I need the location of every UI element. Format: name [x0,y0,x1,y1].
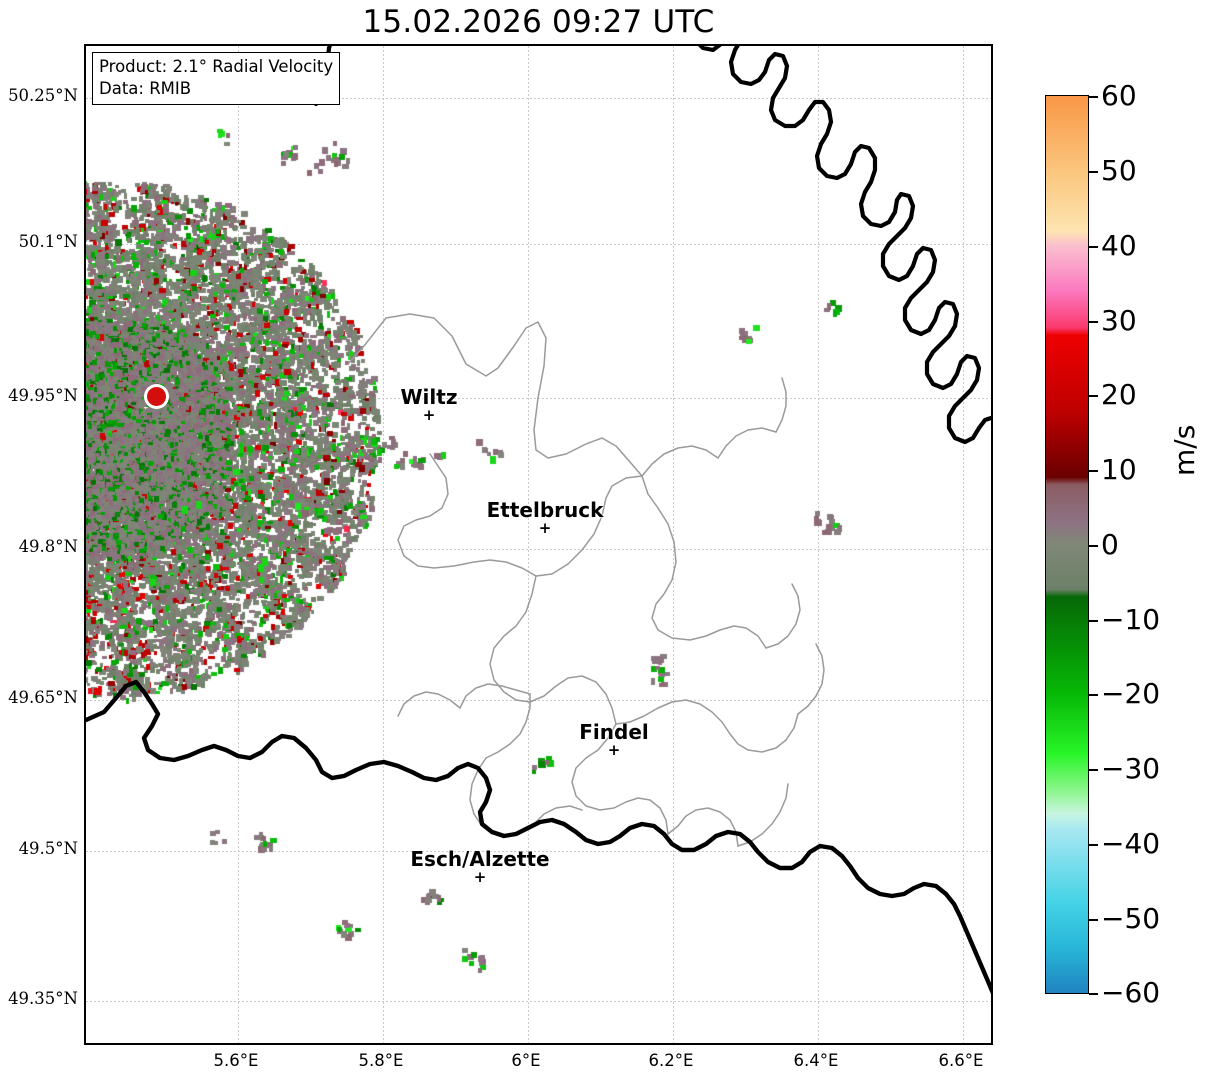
city-name: Esch/Alzette [410,847,550,871]
radar-map-plot: Wiltz + Ettelbruck + Findel + Esch/Alzet… [84,44,993,1045]
colorbar-tick [1089,993,1098,995]
city-name: Wiltz [400,385,458,409]
colorbar-tick-label: 60 [1101,79,1137,112]
data-source-line: Data: RMIB [99,79,192,98]
y-tick-label: 50.25°N [8,86,78,105]
colorbar-tick [1089,395,1098,397]
colorbar-tick [1089,246,1098,248]
product-info-box: Product: 2.1° Radial Velocity Data: RMIB [92,52,341,105]
y-tick-label: 49.8°N [18,537,78,556]
colorbar-tick [1089,171,1098,173]
luxembourg-outline [86,679,991,995]
colorbar-tick [1089,694,1098,696]
city-name: Ettelbruck [486,498,604,522]
colorbar-tick-label: −10 [1101,603,1161,636]
colorbar [1045,95,1089,994]
city-label-ettelbruck: Ettelbruck + [435,498,655,537]
colorbar-tick-label: 20 [1101,378,1137,411]
colorbar-tick-label: 50 [1101,154,1137,187]
x-tick-label: 6°E [511,1051,541,1070]
city-name: Findel [579,720,649,744]
colorbar-unit-label: m/s [1168,424,1201,476]
plot-clip-area: Wiltz + Ettelbruck + Findel + Esch/Alzet… [86,46,991,1043]
city-marker-icon: + [473,868,487,886]
national-border-luxembourg [313,46,991,445]
colorbar-tick-label: −30 [1101,752,1161,785]
x-tick-label: 5.8°E [358,1051,404,1070]
city-label-wiltz: Wiltz + [354,385,504,424]
colorbar-tick [1089,919,1098,921]
city-marker-icon: + [607,741,621,759]
product-line: Product: 2.1° Radial Velocity [99,57,334,76]
radar-echo-layer [86,46,991,1043]
colorbar-tick [1089,844,1098,846]
colorbar-tick [1089,620,1098,622]
page-title: 15.02.2026 09:27 UTC [362,4,715,40]
y-tick-label: 49.35°N [8,989,78,1008]
colorbar-tick [1089,470,1098,472]
y-tick-label: 49.95°N [8,386,78,405]
y-tick-label: 49.5°N [18,839,78,858]
x-tick-label: 6.6°E [938,1051,984,1070]
x-tick-label: 6.2°E [648,1051,694,1070]
colorbar-tick-label: −40 [1101,827,1161,860]
colorbar-tick-label: −50 [1101,902,1161,935]
city-label-findel: Findel + [534,720,694,759]
colorbar-tick-label: −20 [1101,677,1161,710]
colorbar-tick [1089,321,1098,323]
colorbar-tick-label: 10 [1101,453,1137,486]
x-tick-label: 6.4°E [793,1051,839,1070]
y-tick-label: 50.1°N [18,232,78,251]
y-tick-label: 49.65°N [8,688,78,707]
colorbar-tick [1089,545,1098,547]
radar-site-marker [147,387,166,406]
city-marker-icon: + [538,519,552,537]
city-label-esch-alzette: Esch/Alzette + [370,847,590,886]
colorbar-tick-label: 30 [1101,304,1137,337]
colorbar-gradient [1046,96,1088,993]
colorbar-tick-label: 0 [1101,528,1119,561]
colorbar-tick-label: −60 [1101,976,1161,1009]
colorbar-tick-label: 40 [1101,229,1137,262]
city-marker-icon: + [422,406,436,424]
x-tick-label: 5.6°E [213,1051,259,1070]
colorbar-tick [1089,96,1098,98]
colorbar-tick [1089,769,1098,771]
map-borders-layer [86,46,991,995]
